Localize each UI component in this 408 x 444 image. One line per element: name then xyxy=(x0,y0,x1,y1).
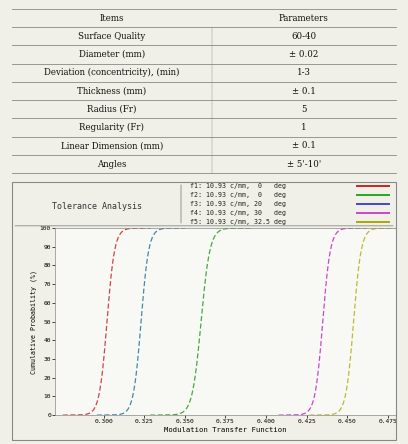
Text: ± 0.1: ± 0.1 xyxy=(292,141,316,150)
Text: f2: 10.93 c/mm,  0   deg: f2: 10.93 c/mm, 0 deg xyxy=(190,192,286,198)
Text: Radius (Fr): Radius (Fr) xyxy=(87,105,137,114)
Text: Linear Dimension (mm): Linear Dimension (mm) xyxy=(61,141,163,150)
Text: f5: 10.93 c/mm, 32.5 deg: f5: 10.93 c/mm, 32.5 deg xyxy=(190,219,286,225)
Text: f1: 10.93 c/mm,  0   deg: f1: 10.93 c/mm, 0 deg xyxy=(190,182,286,189)
Text: Angles: Angles xyxy=(97,159,127,169)
Text: Tolerance Analysis: Tolerance Analysis xyxy=(52,202,142,210)
Text: Regularity (Fr): Regularity (Fr) xyxy=(80,123,144,132)
Text: 5: 5 xyxy=(301,105,306,114)
Text: 1-3: 1-3 xyxy=(297,68,310,77)
Text: f3: 10.93 c/mm, 20   deg: f3: 10.93 c/mm, 20 deg xyxy=(190,201,286,207)
Text: ± 5'-10': ± 5'-10' xyxy=(286,159,321,169)
X-axis label: Modulation Transfer Function: Modulation Transfer Function xyxy=(164,427,287,433)
Text: Deviation (concentricity), (min): Deviation (concentricity), (min) xyxy=(44,68,180,77)
Text: Parameters: Parameters xyxy=(279,13,329,23)
Text: ± 0.1: ± 0.1 xyxy=(292,87,316,95)
Y-axis label: Cumulative Probability (%): Cumulative Probability (%) xyxy=(30,270,37,373)
Text: Surface Quality: Surface Quality xyxy=(78,32,146,41)
Text: 60-40: 60-40 xyxy=(291,32,316,41)
Text: ± 0.02: ± 0.02 xyxy=(289,50,318,59)
Text: Diameter (mm): Diameter (mm) xyxy=(79,50,145,59)
Text: Items: Items xyxy=(100,13,124,23)
Text: 1: 1 xyxy=(301,123,306,132)
Text: Thickness (mm): Thickness (mm) xyxy=(78,87,146,95)
Text: f4: 10.93 c/mm, 30   deg: f4: 10.93 c/mm, 30 deg xyxy=(190,210,286,216)
